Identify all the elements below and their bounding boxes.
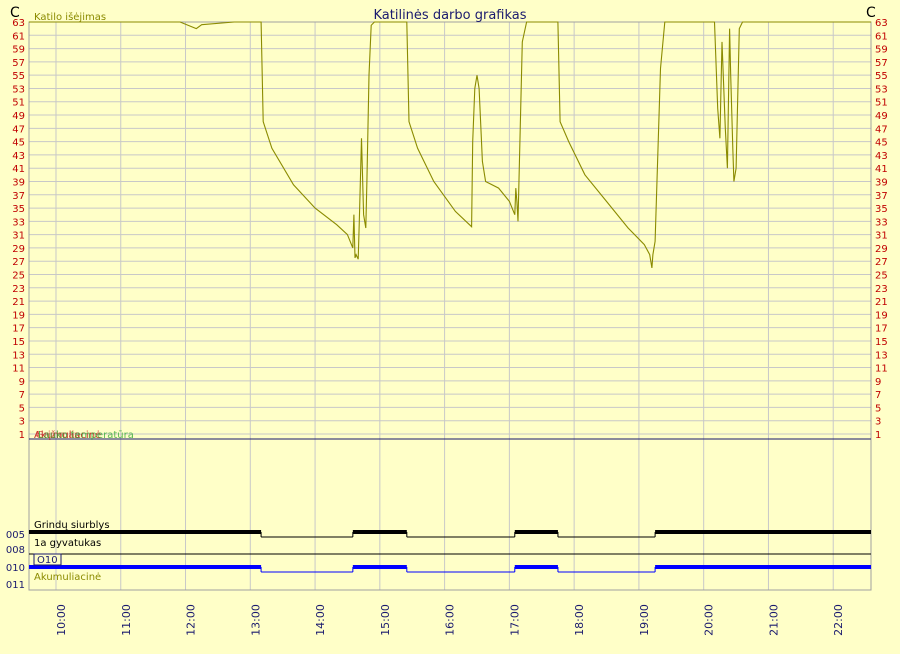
y-tick-label-right: 25 [875,271,888,282]
x-tick-label: 16:00 [444,604,457,636]
y-tick-label-right: 27 [875,257,888,268]
x-tick-label: 17:00 [508,604,521,636]
y-tick-label-right: 15 [875,337,888,348]
y-tick-label-right: 53 [875,84,888,95]
series-line-katilo-isejimas [29,21,871,268]
y-tick-label-left: 31 [12,231,25,242]
y-tick-label-right: 39 [875,177,888,188]
y-tick-label-left: 53 [12,84,25,95]
y-tick-label-left: 19 [12,310,25,321]
y-tick-label-right: 55 [875,71,888,82]
track-id-011: 011 [6,580,25,591]
y-tick-label-right: 9 [875,377,881,388]
y-tick-label-right: 31 [875,231,888,242]
chart-title: Katilinės darbo grafikas [373,8,526,23]
legend-label-overlap: Lauko temperatūra [38,430,134,441]
y-tick-label-left: 25 [12,271,25,282]
y-tick-label-right: 33 [875,217,888,228]
y-tick-label-right: 43 [875,151,888,162]
x-tick-label: 18:00 [573,604,586,636]
y-tick-label-left: 39 [12,177,25,188]
y-tick-label-left: 17 [12,324,25,335]
y-tick-label-left: 61 [12,31,25,42]
y-tick-label-left: 1 [19,430,25,441]
x-tick-label: 13:00 [249,604,262,636]
x-tick-label: 11:00 [120,604,133,636]
track-label-box [33,553,62,566]
y-tick-label-left: 13 [12,350,25,361]
track-label: Grindų siurblys [34,520,110,531]
y-tick-label-left: 5 [19,403,25,414]
y-tick-label-left: 57 [12,58,25,69]
y-tick-label-right: 5 [875,403,881,414]
track-label: Akumuliacinė [34,572,101,583]
y-tick-label-left: 21 [12,297,25,308]
y-tick-label-right: 7 [875,390,881,401]
y-tick-label-left: 55 [12,71,25,82]
x-tick-label: 15:00 [379,604,392,636]
plot-frame [28,21,872,591]
y-tick-label-right: 17 [875,324,888,335]
y-tick-label-right: 29 [875,244,888,255]
x-tick-label: 12:00 [185,604,198,636]
y-tick-label-left: 9 [19,377,25,388]
x-tick-label: 14:00 [314,604,327,636]
y-tick-label-right: 41 [875,164,888,175]
y-tick-label-left: 27 [12,257,25,268]
y-tick-label-right: 1 [875,430,881,441]
track-id-010: 010 [6,563,25,574]
y-tick-label-left: 43 [12,151,25,162]
y-tick-label-left: 35 [12,204,25,215]
y-tick-label-left: 45 [12,138,25,149]
track-id-008: 008 [6,545,25,556]
y-tick-label-left: 33 [12,217,25,228]
y-tick-label-left: 3 [19,417,25,428]
x-tick-label: 19:00 [638,604,651,636]
y-tick-label-right: 35 [875,204,888,215]
y-tick-label-left: 15 [12,337,25,348]
legend-label-overlap: Grįžimas [36,429,80,441]
track-label: 1a gyvatukas [34,538,101,549]
y-tick-label-left: 41 [12,164,25,175]
y-tick-label-right: 57 [875,58,888,69]
track-id-005: 005 [6,530,25,541]
y-tick-label-left: 49 [12,111,25,122]
y-axis-unit-left: C [10,5,20,21]
y-tick-label-right: 47 [875,124,888,135]
x-tick-label: 20:00 [703,604,716,636]
y-tick-label-right: 11 [875,364,888,375]
y-tick-label-right: 37 [875,191,888,202]
y-tick-label-right: 19 [875,310,888,321]
y-tick-label-right: 51 [875,98,888,109]
y-tick-label-left: 63 [12,18,25,29]
legend-label-overlap: Akumuliacinė [34,430,101,441]
x-tick-label: 21:00 [767,604,780,636]
y-tick-label-right: 45 [875,138,888,149]
y-tick-label-left: 37 [12,191,25,202]
y-tick-label-right: 3 [875,417,881,428]
y-tick-label-left: 47 [12,124,25,135]
y-tick-label-right: 63 [875,18,888,29]
y-tick-label-right: 59 [875,45,888,56]
track-label: O10 [37,555,58,566]
y-tick-label-left: 59 [12,45,25,56]
y-tick-label-left: 23 [12,284,25,295]
y-tick-label-right: 21 [875,297,888,308]
y-tick-label-left: 29 [12,244,25,255]
x-tick-label: 10:00 [55,604,68,636]
y-tick-label-left: 11 [12,364,25,375]
y-tick-label-right: 61 [875,31,888,42]
y-tick-label-left: 7 [19,390,25,401]
y-tick-label-right: 23 [875,284,888,295]
x-tick-label: 22:00 [832,604,845,636]
legend-series-label: Katilo išėjimas [34,11,106,23]
y-tick-label-right: 13 [875,350,888,361]
y-tick-label-right: 49 [875,111,888,122]
y-axis-unit-right: C [866,5,876,21]
y-tick-label-left: 51 [12,98,25,109]
